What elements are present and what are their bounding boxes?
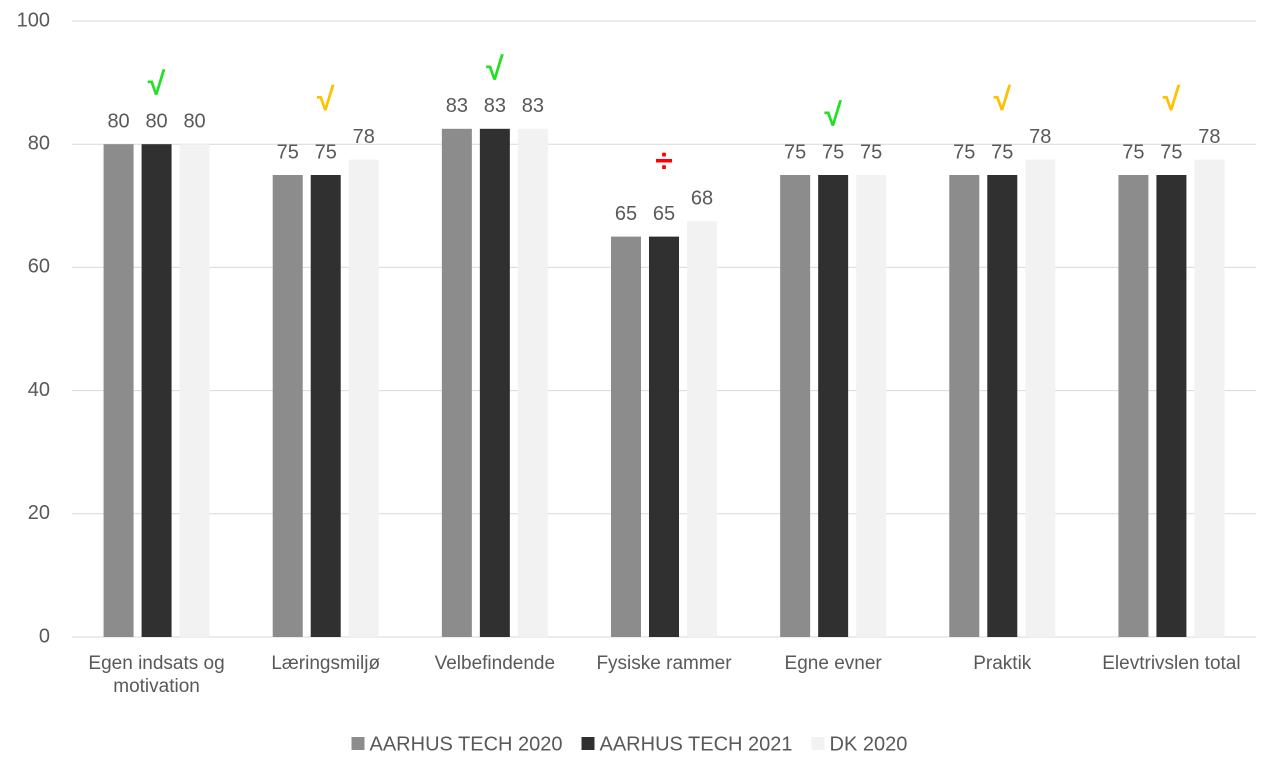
y-tick-label: 60 bbox=[28, 256, 50, 278]
bar bbox=[441, 128, 472, 638]
legend-swatch bbox=[351, 737, 365, 750]
marker: √ bbox=[1163, 81, 1181, 117]
value-label: 65 bbox=[653, 203, 675, 225]
marker: √ bbox=[486, 50, 504, 86]
value-label: 78 bbox=[1198, 126, 1220, 148]
x-tick-label: Egen indsats og motivation bbox=[88, 653, 225, 697]
value-label: 80 bbox=[107, 110, 129, 132]
value-label: 78 bbox=[1029, 126, 1051, 148]
value-label: 75 bbox=[860, 141, 882, 163]
bar bbox=[856, 175, 887, 637]
bar bbox=[611, 236, 641, 637]
legend-label: AARHUS TECH 2020 bbox=[370, 733, 563, 755]
bar bbox=[1025, 159, 1056, 637]
y-tick-label: 40 bbox=[28, 379, 50, 401]
x-tick-label: Fysiske rammer bbox=[596, 653, 732, 674]
bar bbox=[687, 221, 717, 637]
value-label: 75 bbox=[315, 141, 337, 163]
x-tick-label: Læringsmiljø bbox=[271, 653, 381, 674]
value-label: 83 bbox=[484, 95, 506, 117]
bar bbox=[1194, 159, 1225, 637]
marker: √ bbox=[994, 81, 1012, 117]
value-label: 75 bbox=[822, 141, 844, 163]
y-tick-label: 20 bbox=[28, 502, 50, 524]
legend-label: DK 2020 bbox=[830, 733, 908, 755]
value-label: 75 bbox=[1160, 141, 1182, 163]
bar bbox=[179, 144, 210, 637]
value-label: 80 bbox=[145, 110, 167, 132]
bar bbox=[1156, 175, 1187, 637]
value-label: 78 bbox=[353, 126, 375, 148]
legend-swatch bbox=[581, 737, 595, 750]
legend-label: AARHUS TECH 2021 bbox=[600, 733, 793, 755]
legend-swatch bbox=[811, 737, 825, 750]
bar bbox=[649, 236, 679, 637]
bar bbox=[103, 144, 134, 637]
bar bbox=[479, 128, 510, 638]
bar bbox=[310, 175, 341, 637]
value-label: 65 bbox=[615, 203, 637, 225]
bar bbox=[1118, 175, 1149, 637]
bar bbox=[987, 175, 1018, 637]
marker: √ bbox=[824, 96, 842, 132]
x-tick-label: Velbefindende bbox=[434, 653, 556, 674]
value-label: 75 bbox=[784, 141, 806, 163]
bar bbox=[272, 175, 303, 637]
bar bbox=[780, 175, 811, 637]
value-label: 80 bbox=[183, 110, 205, 132]
y-tick-label: 80 bbox=[28, 132, 50, 154]
value-label: 83 bbox=[446, 95, 468, 117]
value-label: 75 bbox=[1122, 141, 1144, 163]
value-label: 83 bbox=[522, 95, 544, 117]
x-tick-label: Elevtrivslen total bbox=[1102, 653, 1241, 674]
bar bbox=[348, 159, 379, 637]
value-label: 75 bbox=[953, 141, 975, 163]
y-tick-label: 0 bbox=[39, 625, 50, 647]
x-tick-label: Egne evner bbox=[784, 653, 882, 674]
bar bbox=[517, 128, 548, 638]
value-label: 75 bbox=[277, 141, 299, 163]
marker: √ bbox=[317, 81, 335, 117]
bar bbox=[141, 144, 172, 637]
y-tick-label: 100 bbox=[17, 9, 50, 31]
marker: √ bbox=[148, 66, 166, 102]
bar bbox=[818, 175, 849, 637]
bar bbox=[949, 175, 980, 637]
value-label: 75 bbox=[991, 141, 1013, 163]
marker: ÷ bbox=[655, 143, 673, 179]
x-tick-label: Praktik bbox=[973, 653, 1032, 674]
value-label: 68 bbox=[691, 187, 713, 209]
